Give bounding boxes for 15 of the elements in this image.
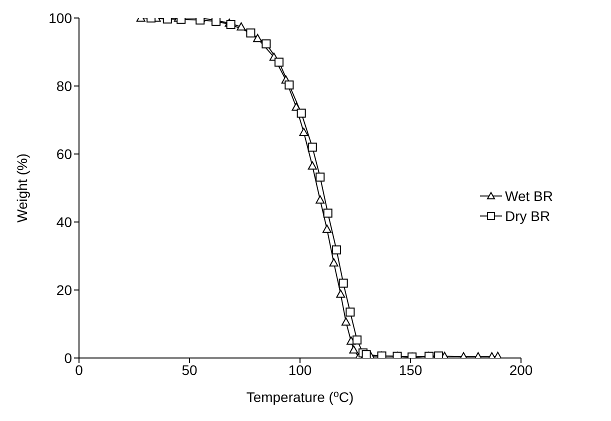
y-tick-label: 0 — [64, 350, 72, 366]
x-tick-label: 100 — [288, 362, 312, 378]
y-tick-label: 80 — [56, 78, 72, 94]
x-tick-label: 50 — [182, 362, 198, 378]
y-tick-label: 60 — [56, 146, 72, 162]
x-axis-title: Temperature ($^{o}$C) — [246, 388, 354, 405]
legend-label: Dry BR — [505, 208, 550, 224]
legend-label: Wet BR — [505, 188, 553, 204]
y-tick-label: 40 — [56, 214, 72, 230]
y-axis-title: Weight (%) — [14, 154, 30, 222]
y-tick-label: 20 — [56, 282, 72, 298]
x-tick-label: 0 — [75, 362, 84, 378]
x-tick-label: 200 — [509, 362, 533, 378]
x-tick-label: 150 — [398, 362, 422, 378]
y-tick-label: 100 — [48, 10, 72, 26]
